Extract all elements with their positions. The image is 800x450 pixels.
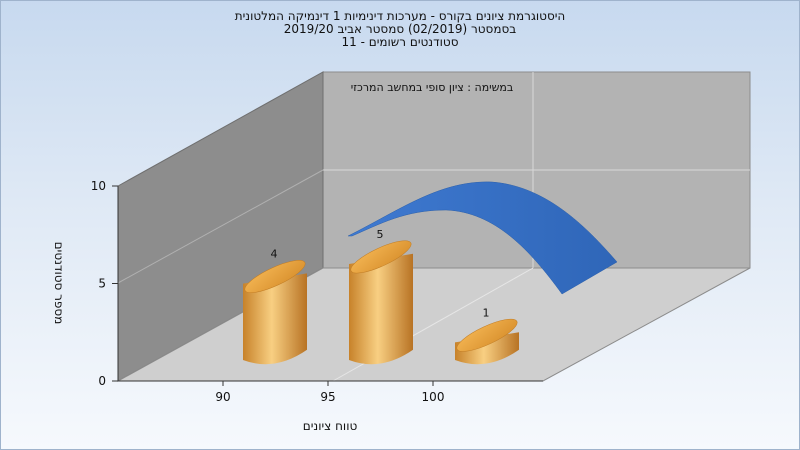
chart-annotation: במשימה : ציון סופי במחשב המרכזי <box>351 81 514 94</box>
x-tick-label: 100 <box>422 390 445 404</box>
bar-cap <box>350 240 412 274</box>
y-tick-label: 5 <box>98 277 106 291</box>
y-tick-label: 10 <box>91 179 106 193</box>
x-axis-title: טווח ציונים <box>303 419 358 433</box>
y-tick-label: 0 <box>98 374 106 388</box>
y-axis-title: מספר סטודנטים <box>52 242 66 325</box>
title-line-1: היסטוגרמת ציונים בקורס - מערכות דינימיות… <box>234 9 566 23</box>
bar: 4 <box>243 248 307 365</box>
title-line-2: בסמסטר (02/2019) סמסטר אביב 2019/20 <box>283 22 517 36</box>
x-tick-label: 90 <box>215 390 230 404</box>
bar-data-label: 1 <box>483 306 490 319</box>
distribution-curve <box>347 181 618 295</box>
bar: 5 <box>349 228 413 365</box>
bar-body <box>349 253 413 365</box>
bar: 1 <box>455 306 519 365</box>
title-line-3: סטודנטים רשומים - 11 <box>341 35 459 49</box>
bar-cap <box>456 318 518 352</box>
bar-data-label: 5 <box>377 228 384 241</box>
bar-data-label: 4 <box>271 248 278 261</box>
bar-body <box>243 273 307 365</box>
chart-title: היסטוגרמת ציונים בקורס - מערכות דינימיות… <box>0 10 800 49</box>
grid-line <box>117 169 324 284</box>
bar-cap <box>244 260 306 293</box>
x-tick-label: 95 <box>320 390 335 404</box>
